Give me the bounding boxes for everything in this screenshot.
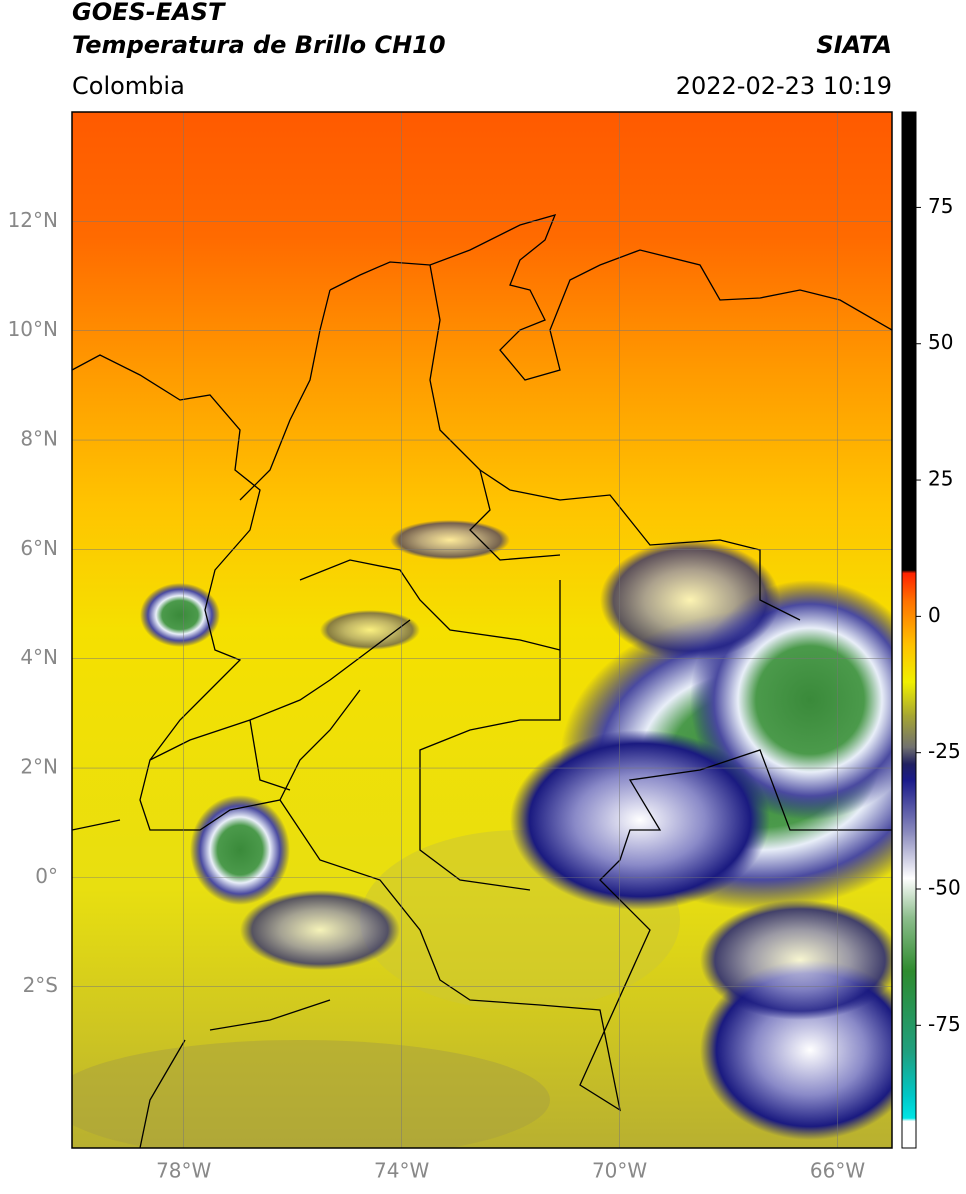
colorbar-tick-label: 75 xyxy=(928,194,953,218)
colorbar-segment xyxy=(902,714,916,748)
colorbar-segment xyxy=(902,763,916,781)
colorbar-segment xyxy=(902,1096,916,1119)
y-tick-label: 8°N xyxy=(20,427,58,451)
source: SIATA xyxy=(816,31,892,59)
colorbar-tick-label: -75 xyxy=(928,1012,961,1036)
colorbar-segment xyxy=(902,878,916,917)
colorbar-segment xyxy=(902,572,916,601)
cloud xyxy=(240,890,400,970)
colorbar-segment xyxy=(902,1120,916,1149)
colorbar-frame xyxy=(901,111,917,1149)
colorbar-segment xyxy=(902,1052,916,1097)
datetime: 2022-02-23 10:19 xyxy=(676,72,892,100)
cloud xyxy=(700,900,892,1020)
y-tick-label: 4°N xyxy=(20,645,58,669)
x-tick-label: 70°W xyxy=(592,1159,647,1183)
cloud xyxy=(510,730,770,910)
y-tick-label: 12°N xyxy=(8,208,58,232)
colorbar-tick-label: 0 xyxy=(928,603,941,627)
colorbar-tick-label: 50 xyxy=(928,330,953,354)
y-tick-label: 10°N xyxy=(8,317,58,341)
cloud xyxy=(390,520,510,560)
y-tick-label: 0° xyxy=(35,864,58,888)
colorbar xyxy=(902,112,916,1149)
borders xyxy=(72,214,892,1148)
cloud xyxy=(190,795,290,905)
imagery xyxy=(72,112,892,1148)
colorbar-tick-label: 25 xyxy=(928,467,953,491)
colorbar-segment xyxy=(902,600,916,645)
y-tick-label: 2°N xyxy=(20,755,58,779)
map-frame xyxy=(71,111,893,1149)
colorbar-tick-label: -25 xyxy=(928,739,961,763)
cloud xyxy=(320,610,420,650)
colorbar-tick-label: -50 xyxy=(928,876,961,900)
subtitle: Temperatura de Brillo CH10 xyxy=(72,31,446,59)
colorbar-segment xyxy=(902,779,916,835)
colorbar-segment xyxy=(902,970,916,1054)
y-tick-label: 6°N xyxy=(20,536,58,560)
haze xyxy=(72,1040,550,1148)
x-tick-label: 74°W xyxy=(374,1159,429,1183)
x-tick-label: 78°W xyxy=(156,1159,211,1183)
y-tick-label: 2°S xyxy=(23,973,58,997)
colorbar-segment xyxy=(902,916,916,972)
cloud xyxy=(600,540,780,660)
title: GOES-EAST xyxy=(72,0,226,26)
colorbar-segment xyxy=(902,834,916,879)
colorbar-segment xyxy=(902,1118,916,1122)
grid xyxy=(72,112,892,1148)
colorbar-segment xyxy=(902,643,916,683)
cloud xyxy=(140,583,220,647)
colorbar-segment xyxy=(902,681,916,716)
colorbar-segment xyxy=(902,747,916,765)
colorbar-segment xyxy=(902,112,916,571)
x-tick-label: 66°W xyxy=(810,1159,865,1183)
region: Colombia xyxy=(72,72,185,100)
colorbar-segment xyxy=(902,570,916,574)
